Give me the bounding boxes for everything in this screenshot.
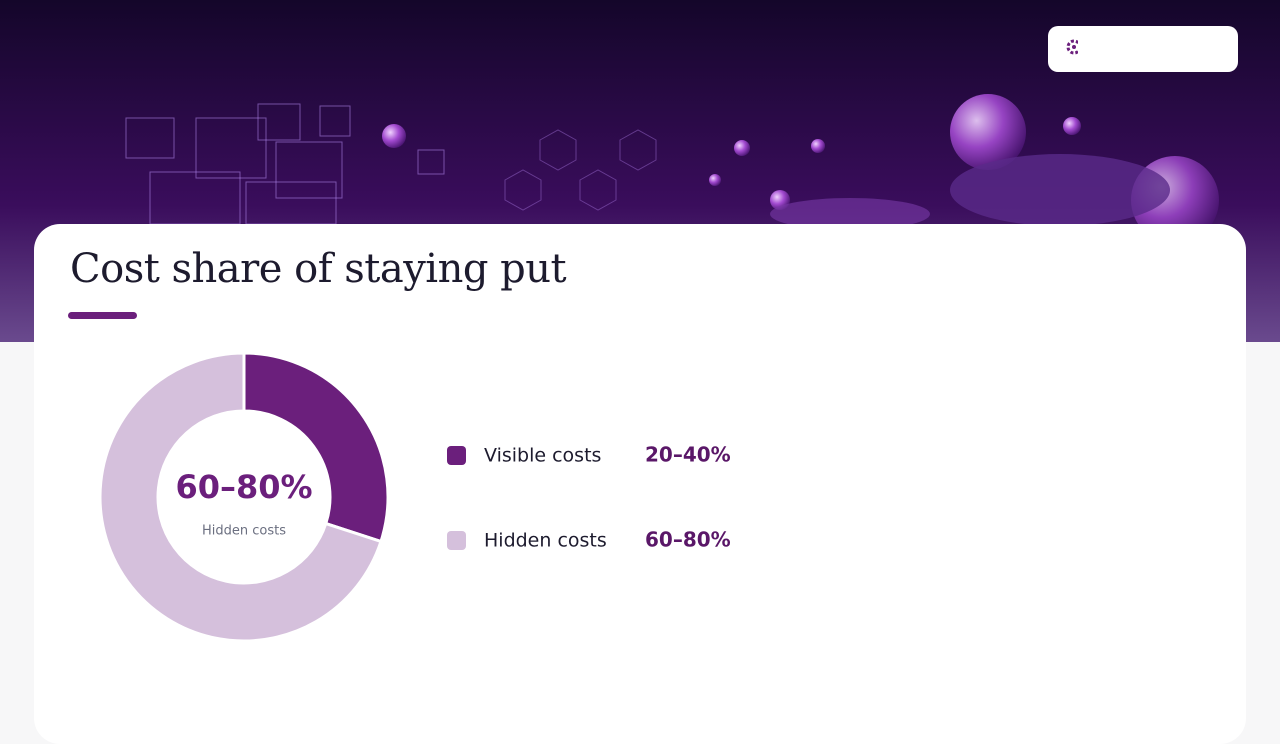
center-value: 60–80%	[175, 468, 312, 506]
legend-label: Hidden costs	[484, 530, 607, 552]
legend-value: 20–40%	[645, 443, 731, 467]
logo-badge	[1048, 26, 1238, 72]
chart-title: Cost share of staying put	[70, 246, 567, 292]
title-underline	[68, 312, 137, 319]
legend-value: 60–80%	[645, 528, 731, 552]
page: Cost share of staying put 60–80% Hidden c…	[0, 0, 1280, 641]
chart: 60–80% Hidden costs Visible costs 20–40% Hid…	[98, 351, 731, 643]
center-label: Hidden costs	[202, 524, 286, 539]
logo-icon	[1066, 39, 1082, 55]
donut-segment	[242, 351, 390, 544]
donut-segment	[98, 351, 383, 643]
legend-label: Visible costs	[484, 445, 601, 467]
legend-swatch	[447, 446, 466, 465]
content-card: Cost share of staying put 60–80% Hidden c…	[34, 224, 1246, 744]
legend-swatch	[447, 531, 466, 550]
